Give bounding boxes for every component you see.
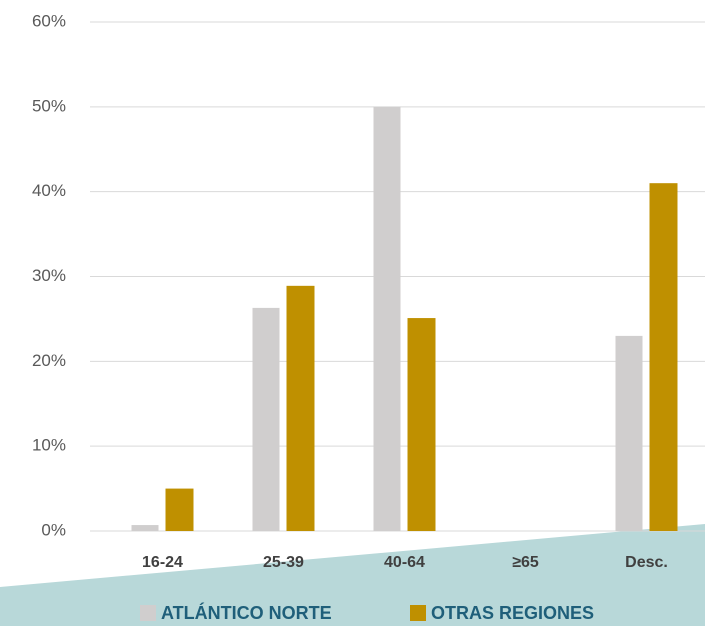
y-tick-label: 60% (32, 11, 66, 30)
bar (286, 285, 315, 531)
bar (165, 488, 194, 531)
background-band (0, 524, 705, 626)
x-tick-label: ≥65 (512, 554, 539, 571)
bar (131, 525, 159, 531)
y-tick-label: 40% (32, 181, 66, 200)
bar (615, 335, 643, 531)
bar (373, 106, 401, 531)
y-tick-label: 0% (41, 520, 66, 539)
x-tick-label: 25-39 (263, 554, 304, 571)
bar (252, 307, 280, 531)
x-tick-label: 40-64 (384, 554, 425, 571)
legend-label: ATLÁNTICO NORTE (161, 602, 332, 623)
x-tick-label: Desc. (625, 554, 668, 571)
bar (407, 318, 436, 531)
legend-swatch (140, 605, 156, 621)
legend-swatch (410, 605, 426, 621)
bar (649, 183, 678, 531)
y-tick-label: 20% (32, 351, 66, 370)
y-tick-label: 50% (32, 96, 66, 115)
x-tick-label: 16-24 (142, 554, 183, 571)
legend-label: OTRAS REGIONES (431, 603, 594, 623)
y-tick-label: 30% (32, 266, 66, 285)
y-tick-label: 10% (32, 436, 66, 455)
